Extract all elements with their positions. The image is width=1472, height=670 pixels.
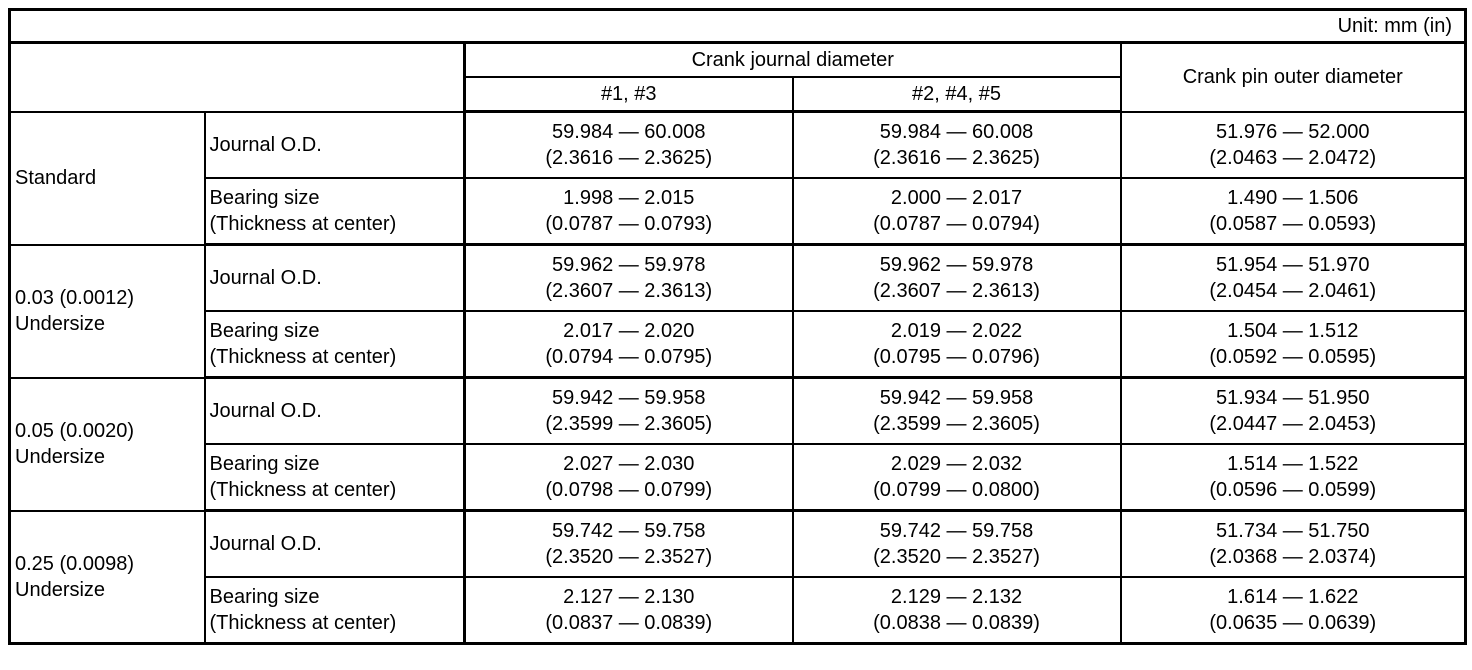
value-cell: 1.504 — 1.512 (0.0592 — 0.0595) [1119, 310, 1467, 379]
measurement-label: Journal O.D. [203, 243, 466, 312]
value-cell: 2.129 — 2.132 (0.0838 — 0.0839) [791, 576, 1122, 645]
measurement-label: Bearing size (Thickness at center) [203, 443, 466, 512]
measurement-label: Journal O.D. [203, 509, 466, 578]
value-cell: 51.934 — 51.950 (2.0447 — 2.0453) [1119, 376, 1467, 445]
value-cell: 59.962 — 59.978 (2.3607 — 2.3613) [463, 243, 794, 312]
table-row: Bearing size (Thickness at center) 1.998… [10, 177, 1467, 246]
size-label-0-25-undersize: 0.25 (0.0098) Undersize [8, 509, 206, 645]
header-row-2: #1, #3 #2, #4, #5 [10, 76, 1466, 113]
unit-row: Unit: mm (in) [8, 8, 1467, 44]
value-cell: 59.942 — 59.958 (2.3599 — 2.3605) [791, 376, 1122, 445]
table-row: 0.05 (0.0020) Undersize Journal O.D. 59.… [8, 376, 1467, 512]
header-empty-cell [8, 41, 466, 113]
table-row: Bearing size (Thickness at center) 2.127… [10, 576, 1467, 645]
value-cell: 1.514 — 1.522 (0.0596 — 0.0599) [1119, 443, 1467, 512]
value-cell: 1.490 — 1.506 (0.0587 — 0.0593) [1119, 177, 1467, 246]
value-cell: 1.614 — 1.622 (0.0635 — 0.0639) [1119, 576, 1467, 645]
header-journal-1-3: #1, #3 [463, 76, 794, 113]
table-row: 0.25 (0.0098) Undersize Journal O.D. 59.… [8, 509, 1467, 645]
value-cell: 1.998 — 2.015 (0.0787 — 0.0793) [463, 177, 794, 246]
size-label-0-03-undersize: 0.03 (0.0012) Undersize [8, 243, 206, 379]
value-cell: 51.954 — 51.970 (2.0454 — 2.0461) [1119, 243, 1467, 312]
measurement-label: Journal O.D. [203, 376, 466, 445]
header-crank-pin-outer-diameter: Crank pin outer diameter [1119, 41, 1467, 113]
value-cell: 2.017 — 2.020 (0.0794 — 0.0795) [463, 310, 794, 379]
table-row: 0.03 (0.0012) Undersize Journal O.D. 59.… [8, 243, 1467, 379]
value-cell: 51.976 — 52.000 (2.0463 — 2.0472) [1119, 110, 1467, 179]
value-cell: 59.984 — 60.008 (2.3616 — 2.3625) [463, 110, 794, 179]
measurement-label: Bearing size (Thickness at center) [203, 310, 466, 379]
value-cell: 2.019 — 2.022 (0.0795 — 0.0796) [791, 310, 1122, 379]
measurement-label: Bearing size (Thickness at center) [203, 576, 466, 645]
value-cell: 2.029 — 2.032 (0.0799 — 0.0800) [791, 443, 1122, 512]
header-row-1: Crank journal diameter Crank pin outer d… [8, 41, 1467, 113]
table-row: Bearing size (Thickness at center) 2.027… [10, 443, 1467, 512]
value-cell: 2.027 — 2.030 (0.0798 — 0.0799) [463, 443, 794, 512]
value-cell: 59.742 — 59.758 (2.3520 — 2.3527) [463, 509, 794, 578]
header-journal-2-4-5: #2, #4, #5 [791, 76, 1122, 113]
value-cell: 59.742 — 59.758 (2.3520 — 2.3527) [791, 509, 1122, 578]
value-cell: 59.942 — 59.958 (2.3599 — 2.3605) [463, 376, 794, 445]
value-cell: 2.127 — 2.130 (0.0837 — 0.0839) [463, 576, 794, 645]
value-cell: 59.962 — 59.978 (2.3607 — 2.3613) [791, 243, 1122, 312]
size-label-standard: Standard [8, 110, 206, 246]
value-cell: 51.734 — 51.750 (2.0368 — 2.0374) [1119, 509, 1467, 578]
unit-label: Unit: mm (in) [8, 8, 1467, 44]
measurement-label: Journal O.D. [203, 110, 466, 179]
page: Unit: mm (in) Crank journal diameter Cra… [8, 8, 1468, 645]
table-row: Bearing size (Thickness at center) 2.017… [10, 310, 1467, 379]
measurement-label: Bearing size (Thickness at center) [203, 177, 466, 246]
table-row: Standard Journal O.D. 59.984 — 60.008 (2… [8, 110, 1467, 246]
value-cell: 2.000 — 2.017 (0.0787 — 0.0794) [791, 177, 1122, 246]
size-label-0-05-undersize: 0.05 (0.0020) Undersize [8, 376, 206, 512]
header-crank-journal-diameter: Crank journal diameter [463, 41, 1122, 78]
value-cell: 59.984 — 60.008 (2.3616 — 2.3625) [791, 110, 1122, 179]
crankshaft-spec-table: Unit: mm (in) Crank journal diameter Cra… [8, 8, 1468, 645]
